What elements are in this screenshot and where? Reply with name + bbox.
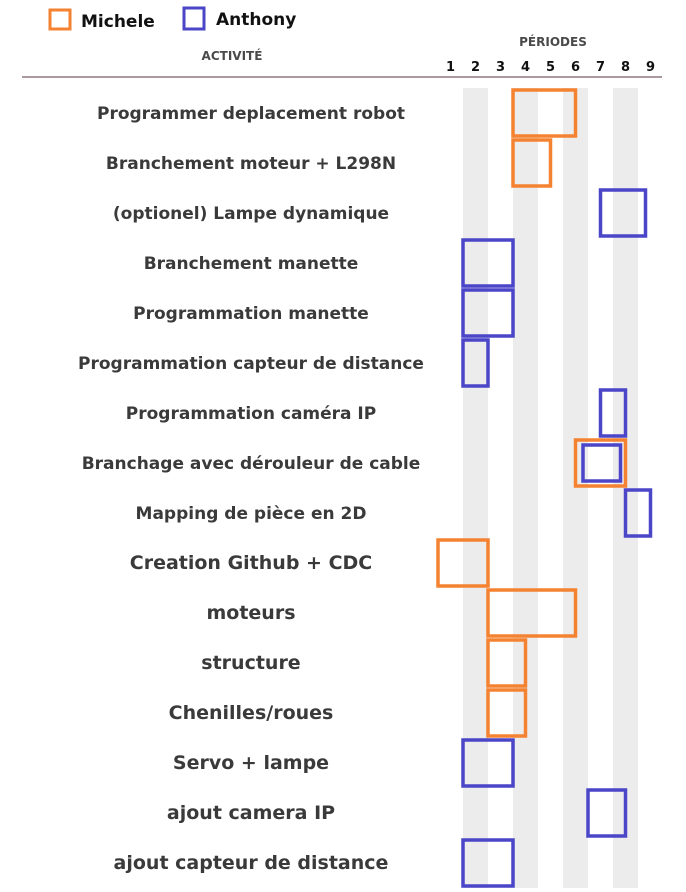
activity-label-ajout-camera-ip: ajout camera IP [167, 802, 335, 824]
period-tick-9: 9 [646, 60, 655, 75]
activity-label-creation-github-cdc: Creation Github + CDC [130, 552, 372, 574]
period-tick-8: 8 [621, 60, 630, 75]
legend-label-anthony: Anthony [216, 10, 296, 30]
bar-chenilles-roues-michele [486, 688, 528, 738]
activity-label-programmation-camera-ip: Programmation caméra IP [126, 404, 376, 424]
period-tick-2: 2 [471, 60, 480, 75]
legend-swatch-michele [48, 8, 72, 31]
y-axis-header: ACTIVITÉ [202, 48, 263, 63]
period-stripes [463, 88, 638, 888]
x-axis-header: PÉRIODES [519, 34, 587, 49]
activity-labels: Programmer deplacement robot Branchement … [78, 104, 424, 874]
bar-structure-michele [486, 638, 528, 688]
activity-label-ajout-capteur-de-distance: ajout capteur de distance [114, 852, 389, 874]
bar-branchage-avec-derouleur-de-cable-anthony [581, 443, 623, 483]
activity-label-moteurs: moteurs [206, 602, 295, 624]
bar-programmation-manette-anthony [461, 288, 515, 338]
period-tick-3: 3 [496, 60, 505, 75]
activity-label-branchement-manette: Branchement manette [144, 254, 359, 274]
activity-label-mapping-de-piece-en-2d: Mapping de pièce en 2D [136, 504, 367, 524]
bar-optionel-lampe-dynamique-anthony [598, 188, 648, 238]
period-stripe-2 [463, 88, 488, 888]
activity-label-servo-lampe: Servo + lampe [173, 752, 329, 774]
legend: Michele Anthony [48, 6, 296, 32]
bar-branchement-moteur-l298n-michele [511, 138, 553, 188]
bar-programmer-deplacement-robot-michele [511, 88, 578, 138]
legend-label-michele: Michele [81, 12, 155, 32]
period-stripe-6 [563, 88, 588, 888]
activity-label-programmation-capteur-de-distance: Programmation capteur de distance [78, 354, 424, 374]
activity-bars [436, 88, 653, 888]
bar-creation-github-cdc-michele [436, 538, 490, 588]
activity-label-programmer-deplacement-robot: Programmer deplacement robot [97, 104, 405, 124]
legend-swatch-anthony [182, 6, 206, 31]
bar-ajout-capteur-de-distance-anthony [461, 838, 515, 888]
period-stripe-4 [513, 88, 538, 888]
activity-label-chenilles-roues: Chenilles/roues [169, 702, 334, 724]
period-tick-4: 4 [521, 60, 530, 75]
bar-programmation-capteur-de-distance-anthony [461, 338, 490, 388]
period-tick-1: 1 [446, 60, 455, 75]
bar-programmation-camera-ip-anthony [598, 388, 628, 438]
activity-label-branchement-moteur-l298n: Branchement moteur + L298N [106, 154, 396, 174]
period-ticks: 1 2 3 4 5 6 7 8 9 [446, 60, 655, 75]
period-tick-5: 5 [546, 60, 555, 75]
activity-label-programmation-manette: Programmation manette [133, 304, 369, 324]
bar-branchage-avec-derouleur-de-cable-michele [573, 438, 628, 488]
bar-servo-lampe-anthony [461, 738, 515, 788]
period-tick-7: 7 [596, 60, 605, 75]
activity-label-structure: structure [201, 652, 300, 674]
bar-moteurs-michele [486, 588, 578, 638]
activity-label-optionel-lampe-dynamique: (optionel) Lampe dynamique [113, 204, 389, 224]
bar-ajout-camera-ip-anthony [586, 788, 628, 838]
period-stripe-8 [613, 88, 638, 888]
bar-mapping-de-piece-en-2d-anthony [623, 488, 653, 538]
period-tick-6: 6 [571, 60, 580, 75]
activity-label-branchage-avec-derouleur-de-cable: Branchage avec dérouleur de cable [82, 454, 421, 474]
bar-branchement-manette-anthony [461, 238, 515, 288]
